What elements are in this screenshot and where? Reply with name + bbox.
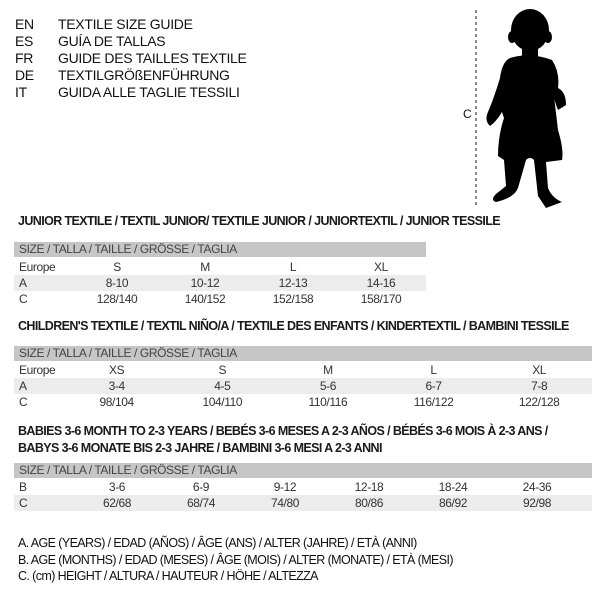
table-cell: 12-13 [278,276,308,290]
lang-code-es: ES [15,33,34,49]
table-cell: 12-18 [354,480,384,494]
row-label: Europe [19,363,56,377]
row-label: C [19,496,28,510]
lang-code-en: EN [15,16,34,32]
table-header-band: SIZE / TALLA / TAILLE / GRÖSSE / TAGLIA [14,346,592,361]
table-cell: 7-8 [531,379,548,393]
table-cell: 122/128 [518,395,560,409]
child-silhouette-icon [475,9,566,208]
table-cell: 4-5 [214,379,231,393]
table-row: Europe XS S M L XL [14,362,592,378]
table-cell: S [113,260,121,274]
table-row: C 128/140 140/152 152/158 158/170 [14,291,426,307]
row-label: B [19,480,27,494]
table-cell: 3-4 [108,379,126,393]
babies-size-table: SIZE / TALLA / TAILLE / GRÖSSE / TAGLIA … [14,463,592,511]
table-cell: L [430,363,437,377]
lang-code-de: DE [15,67,34,83]
table-cell: 6-7 [425,379,442,393]
table-cell: L [289,260,297,274]
table-cell: 86/92 [438,496,468,510]
table-cell: 24-36 [522,480,552,494]
table-cell: 104/110 [202,395,243,409]
table-cell: 140/152 [184,292,226,306]
table-row: B 3-6 6-9 9-12 12-18 18-24 24-36 [14,479,592,495]
table-cell: 8-10 [105,276,129,290]
title-de: TEXTILGRÖßENFÜHRUNG [58,67,230,83]
children-size-table: SIZE / TALLA / TAILLE / GRÖSSE / TAGLIA … [14,346,592,410]
babies-heading-line2: BABYS 3-6 MONATE BIS 2-3 JAHRE / BAMBINI… [18,441,382,455]
table-cell: 9-12 [273,480,297,494]
table-cell: 152/158 [272,292,314,306]
table-cell: 10-12 [190,276,220,290]
height-label: C [463,107,472,121]
table-cell: S [218,363,227,377]
height-figure: C [440,0,600,215]
legend-a: A. AGE (YEARS) / EDAD (AÑOS) / ÂGE (ANS)… [18,536,417,550]
table-cell: 74/80 [270,496,300,510]
children-heading: CHILDREN'S TEXTILE / TEXTIL NIÑO/A / TEX… [18,319,569,333]
legend-b: B. AGE (MONTHS) / EDAD (MESES) / ÂGE (MO… [18,553,454,567]
table-cell: 110/116 [308,395,348,409]
table-cell: 6-9 [192,480,210,494]
table-row: C 62/68 68/74 74/80 80/86 86/92 92/98 [14,495,592,511]
table-row: A 8-10 10-12 12-13 14-16 [14,275,426,291]
row-label: A [19,379,27,393]
table-row: A 3-4 4-5 5-6 6-7 7-8 [14,378,592,394]
table-row: Europe S M L XL [14,259,426,275]
table-header-band: SIZE / TALLA / TAILLE / GRÖSSE / TAGLIA [14,242,426,257]
row-label: Europe [19,260,56,274]
legend-c: C. (cm) HEIGHT / ALTURA / HAUTEUR / HÖHE… [18,569,319,583]
title-fr: GUIDE DES TAILLES TEXTILE [58,50,247,66]
lang-code-fr: FR [15,50,34,66]
table-cell: 14-16 [366,276,396,290]
table-cell: 116/122 [413,395,454,409]
lang-code-it: IT [15,84,27,100]
table-cell: 80/86 [354,496,384,510]
table-cell: 3-6 [108,480,126,494]
table-cell: 128/140 [96,292,138,306]
row-label: A [19,276,27,290]
title-en: TEXTILE SIZE GUIDE [58,16,193,32]
table-cell: 68/74 [186,496,216,510]
row-label: C [19,292,28,306]
table-row: C 98/104 104/110 110/116 116/122 122/128 [14,394,592,410]
table-cell: 92/98 [522,496,552,510]
table-header-band: SIZE / TALLA / TAILLE / GRÖSSE / TAGLIA [14,463,592,478]
table-cell: 18-24 [438,480,468,494]
table-cell: XL [532,363,547,377]
title-es: GUÍA DE TALLAS [58,33,166,49]
title-it: GUIDA ALLE TAGLIE TESSILI [58,84,240,100]
row-label: C [19,395,28,409]
table-cell: 158/170 [360,292,402,306]
junior-heading: JUNIOR TEXTILE / TEXTIL JUNIOR/ TEXTILE … [18,214,501,228]
table-cell: 62/68 [102,496,132,510]
babies-heading-line1: BABIES 3-6 MONTH TO 2-3 YEARS / BEBÉS 3-… [18,424,548,438]
table-cell: M [323,363,333,377]
junior-size-table: SIZE / TALLA / TAILLE / GRÖSSE / TAGLIA … [14,242,426,307]
table-cell: 5-6 [319,379,337,393]
table-cell: 98/104 [99,395,135,409]
table-cell: M [200,260,210,274]
table-cell: XL [374,260,388,274]
table-cell: XS [109,363,125,377]
